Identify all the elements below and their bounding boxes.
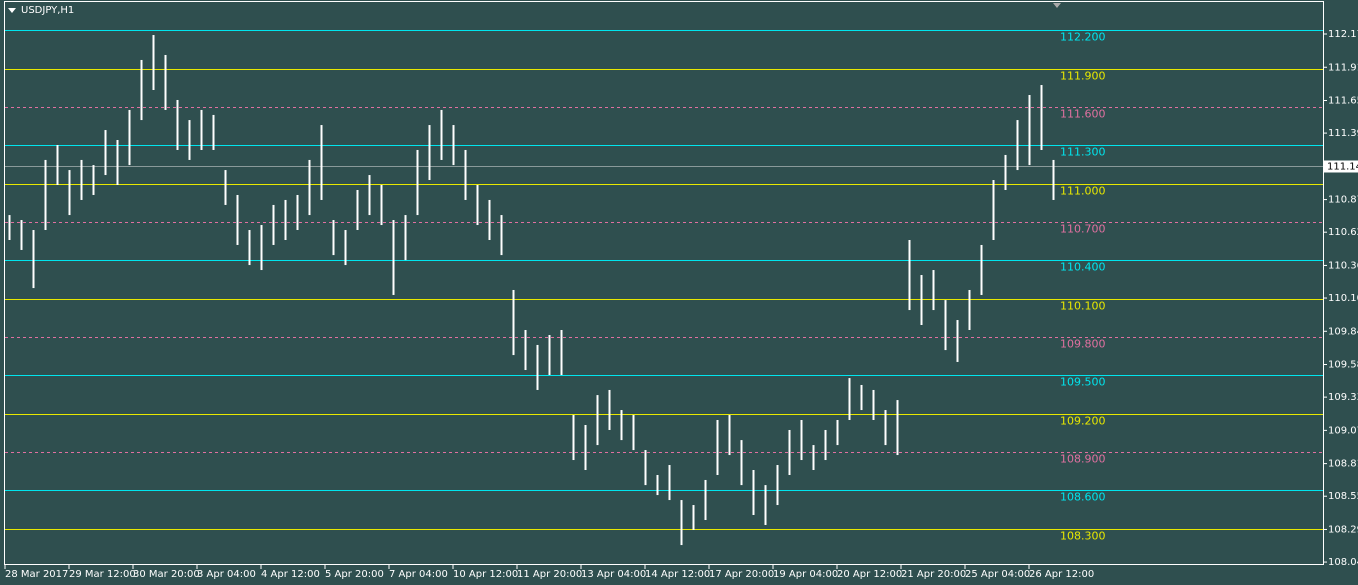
level-label: 108.900 xyxy=(1060,453,1106,466)
current-price-label: 111.140 xyxy=(1327,162,1358,173)
y-tick-label: 110.105 xyxy=(1328,293,1358,304)
y-tick-label: 111.910 xyxy=(1328,62,1358,73)
plot-frame xyxy=(4,1,1324,565)
y-tick-label: 111.650 xyxy=(1328,95,1358,106)
level-label: 108.600 xyxy=(1060,491,1106,504)
level-label: 109.200 xyxy=(1060,415,1106,428)
y-tick-label: 109.070 xyxy=(1328,425,1358,436)
level-label: 110.400 xyxy=(1060,261,1106,274)
x-tick-label: 3 Apr 04:00 xyxy=(197,569,256,580)
x-tick-label: 4 Apr 12:00 xyxy=(261,569,320,580)
level-label: 108.300 xyxy=(1060,530,1106,543)
level-label: 110.700 xyxy=(1060,223,1106,236)
x-tick-label: 19 Apr 04:00 xyxy=(773,569,838,580)
y-tick-label: 110.620 xyxy=(1328,227,1358,238)
x-tick-label: 21 Apr 20:00 xyxy=(901,569,966,580)
y-tick-label: 109.330 xyxy=(1328,392,1358,403)
y-tick-label: 108.555 xyxy=(1328,491,1358,502)
x-tick-label: 26 Apr 12:00 xyxy=(1029,569,1094,580)
x-tick-label: 13 Apr 04:00 xyxy=(581,569,646,580)
x-tick-label: 30 Mar 20:00 xyxy=(133,569,200,580)
current-price-box xyxy=(1324,160,1358,173)
y-tick-label: 111.395 xyxy=(1328,128,1358,139)
x-tick-label: 10 Apr 12:00 xyxy=(453,569,518,580)
y-tick-label: 108.295 xyxy=(1328,524,1358,535)
y-tick-label: 110.360 xyxy=(1328,260,1358,271)
shift-marker xyxy=(1053,3,1061,8)
y-tick-label: 108.040 xyxy=(1328,557,1358,568)
level-label: 111.600 xyxy=(1060,108,1106,121)
level-label: 110.100 xyxy=(1060,300,1106,313)
x-tick-label: 17 Apr 20:00 xyxy=(709,569,774,580)
level-label: 112.200 xyxy=(1060,31,1106,44)
x-tick-label: 28 Mar 2017 xyxy=(5,569,68,580)
level-label: 109.500 xyxy=(1060,376,1106,389)
x-tick-label: 11 Apr 20:00 xyxy=(517,569,582,580)
level-label: 111.900 xyxy=(1060,70,1106,83)
y-tick-label: 110.875 xyxy=(1328,195,1358,206)
x-tick-label: 7 Apr 04:00 xyxy=(389,569,448,580)
x-tick-label: 20 Apr 12:00 xyxy=(837,569,902,580)
level-label: 111.000 xyxy=(1060,185,1106,198)
chart-title: USDJPY,H1 xyxy=(21,5,74,16)
menu-arrow[interactable] xyxy=(8,8,16,13)
x-tick-label: 29 Mar 12:00 xyxy=(69,569,136,580)
y-tick-label: 108.810 xyxy=(1328,459,1358,470)
x-tick-label: 14 Apr 12:00 xyxy=(645,569,710,580)
y-tick-label: 109.585 xyxy=(1328,360,1358,371)
level-label: 111.300 xyxy=(1060,146,1106,159)
y-tick-label: 109.845 xyxy=(1328,326,1358,337)
y-tick-label: 112.170 xyxy=(1328,29,1358,40)
level-label: 109.800 xyxy=(1060,338,1106,351)
x-tick-label: 25 Apr 04:00 xyxy=(965,569,1030,580)
x-tick-label: 5 Apr 20:00 xyxy=(325,569,384,580)
